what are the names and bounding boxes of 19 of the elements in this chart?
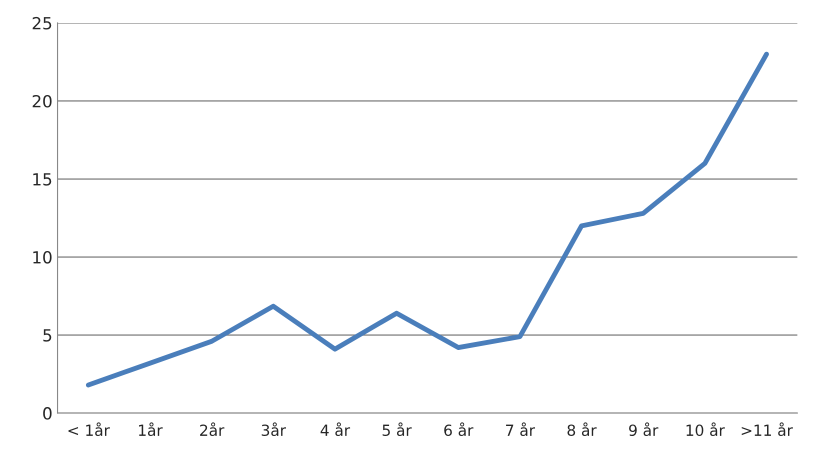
x-tick-label: 10 år (686, 422, 725, 436)
y-tick-label: 25 (32, 16, 52, 30)
y-tick-label: 5 (43, 329, 52, 342)
x-tick-label: 1år (139, 422, 163, 436)
x-tick-label: 6 år (444, 422, 474, 436)
x-tick-label: 8 år (567, 422, 597, 436)
y-tick-label: 15 (33, 173, 52, 186)
x-tick-label: 7 år (506, 422, 536, 436)
x-tick-label: 4 år (320, 422, 350, 436)
y-tick-label: 20 (32, 94, 52, 108)
y-tick-label: 10 (33, 251, 52, 264)
x-tick-label: < 1år (68, 422, 110, 436)
x-tick-label: >11 år (742, 422, 793, 436)
line-series (86, 52, 769, 388)
y-tick-label: 0 (43, 407, 52, 420)
x-tick-label: 9 år (629, 422, 658, 436)
x-tick-label: 3år (262, 422, 286, 436)
x-tick-label: 2år (200, 422, 224, 436)
x-tick-label: 5 år (382, 422, 412, 436)
